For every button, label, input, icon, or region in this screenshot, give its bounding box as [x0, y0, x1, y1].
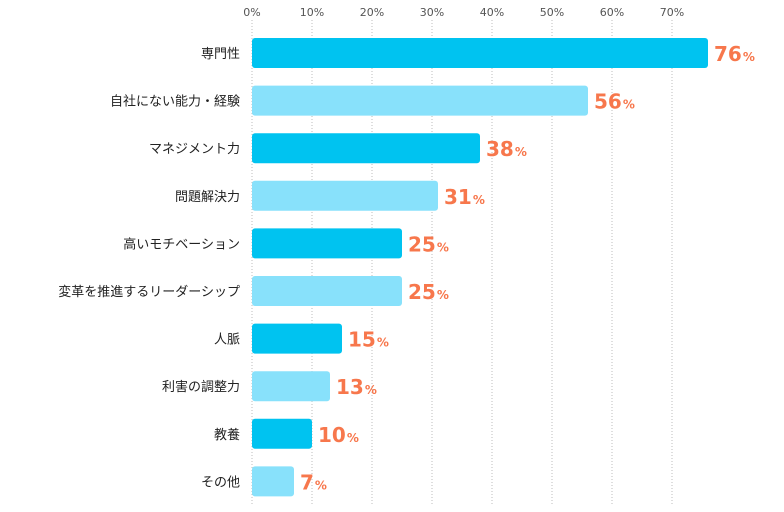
x-tick-label: 40%	[480, 6, 504, 19]
x-tick-label: 30%	[420, 6, 444, 19]
bar	[252, 276, 402, 306]
bar	[252, 418, 312, 449]
value-label: 10%	[318, 423, 359, 447]
x-tick-label: 10%	[300, 6, 324, 19]
value-label: 15%	[348, 328, 389, 352]
value-number: 76	[714, 42, 742, 66]
category-label: 自社にない能力・経験	[110, 94, 240, 110]
category-label: 人脈	[214, 333, 240, 348]
x-tick-label: 70%	[660, 6, 684, 19]
bar	[252, 466, 294, 497]
value-unit: %	[315, 478, 327, 492]
category-label: 利害の調整力	[162, 379, 240, 395]
bar	[252, 371, 330, 402]
bar	[252, 38, 708, 68]
x-tick-label: 60%	[600, 6, 624, 19]
value-unit: %	[473, 193, 485, 207]
value-unit: %	[347, 431, 359, 445]
bar	[252, 180, 438, 211]
value-number: 13	[336, 375, 364, 399]
value-unit: %	[437, 288, 449, 302]
value-unit: %	[377, 336, 389, 350]
category-label: 専門性	[201, 47, 240, 62]
value-unit: %	[437, 240, 449, 254]
category-label: 高いモチベーション	[123, 236, 240, 252]
bar	[252, 323, 342, 354]
category-label: 教養	[214, 427, 240, 443]
value-label: 56%	[594, 90, 635, 114]
value-number: 38	[486, 137, 514, 161]
bar	[252, 133, 480, 164]
value-unit: %	[743, 50, 755, 64]
value-unit: %	[365, 383, 377, 397]
category-label: 変革を推進するリーダーシップ	[58, 284, 240, 300]
x-tick-label: 50%	[540, 6, 564, 19]
category-label: その他	[201, 475, 240, 490]
value-unit: %	[623, 98, 635, 112]
value-label: 31%	[444, 185, 485, 209]
category-label: マネジメント力	[149, 142, 240, 157]
value-number: 31	[444, 185, 472, 209]
value-label: 7%	[300, 470, 327, 494]
value-label: 13%	[336, 375, 377, 399]
category-label: 問題解決力	[175, 190, 240, 205]
bar	[252, 85, 588, 116]
x-tick-label: 20%	[360, 6, 384, 19]
value-unit: %	[515, 145, 527, 159]
value-number: 7	[300, 470, 314, 494]
value-label: 76%	[714, 42, 755, 66]
value-label: 38%	[486, 137, 527, 161]
value-number: 25	[408, 280, 436, 304]
value-number: 25	[408, 232, 436, 256]
x-tick-label: 0%	[243, 6, 260, 19]
value-number: 10	[318, 423, 346, 447]
value-label: 25%	[408, 232, 449, 256]
value-number: 56	[594, 90, 622, 114]
value-number: 15	[348, 328, 376, 352]
bar	[252, 228, 402, 259]
value-label: 25%	[408, 280, 449, 304]
